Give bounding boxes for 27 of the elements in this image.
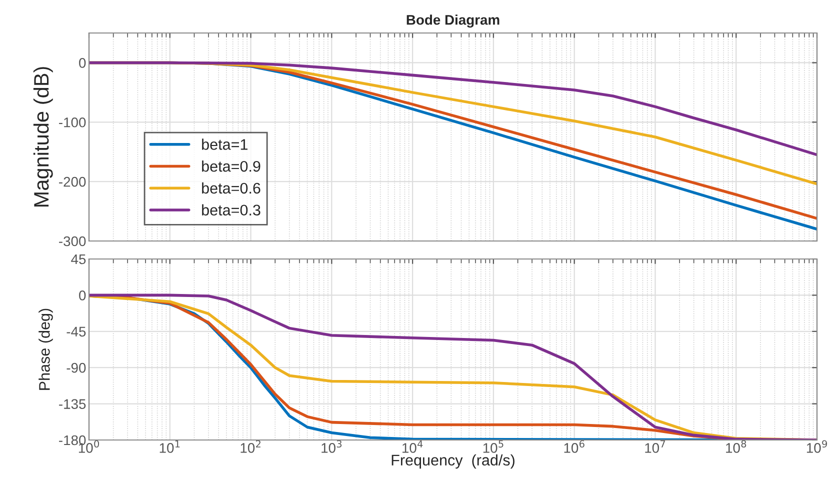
x-tick-label: 10$^{2}$ <box>240 440 260 453</box>
legend-label: beta=0.9 <box>202 160 260 172</box>
y-tick-label: -100 <box>59 117 86 128</box>
y-tick-label: -300 <box>59 236 86 246</box>
x-tick-label: 10$^{6}$ <box>564 440 584 453</box>
y-tick-label: -135 <box>59 399 86 409</box>
y-tick-label: -45 <box>66 326 86 337</box>
x-tick-label: 10$^{5}$ <box>483 440 504 453</box>
y-axis-title: Magnitude (dB) <box>33 67 53 207</box>
y-tick-label: -90 <box>66 362 86 373</box>
x-tick-label: 10$^{9}$ <box>806 440 827 453</box>
legend-label: beta=0.3 <box>202 204 260 216</box>
x-tick-label: 10$^{3}$ <box>322 440 342 453</box>
legend-label: beta=1 <box>202 138 248 150</box>
x-tick-label: 10$^{1}$ <box>160 440 180 453</box>
x-tick-label: 10$^{4}$ <box>402 440 423 453</box>
y-tick-label: -200 <box>59 176 86 187</box>
x-axis-title: Frequency (rad/s) <box>392 454 514 469</box>
legend-label: beta=0.6 <box>202 182 260 194</box>
x-tick-label: 10$^{7}$ <box>645 440 666 453</box>
y-tick-label: -180 <box>59 435 86 446</box>
y-tick-label: 0 <box>79 290 86 300</box>
y-tick-label: 0 <box>79 58 86 68</box>
y-axis-title: Phase (deg) <box>38 308 53 390</box>
chart-title: Bode Diagram <box>406 14 500 28</box>
x-tick-label: 10$^{8}$ <box>726 440 746 453</box>
y-tick-label: 45 <box>71 254 86 264</box>
